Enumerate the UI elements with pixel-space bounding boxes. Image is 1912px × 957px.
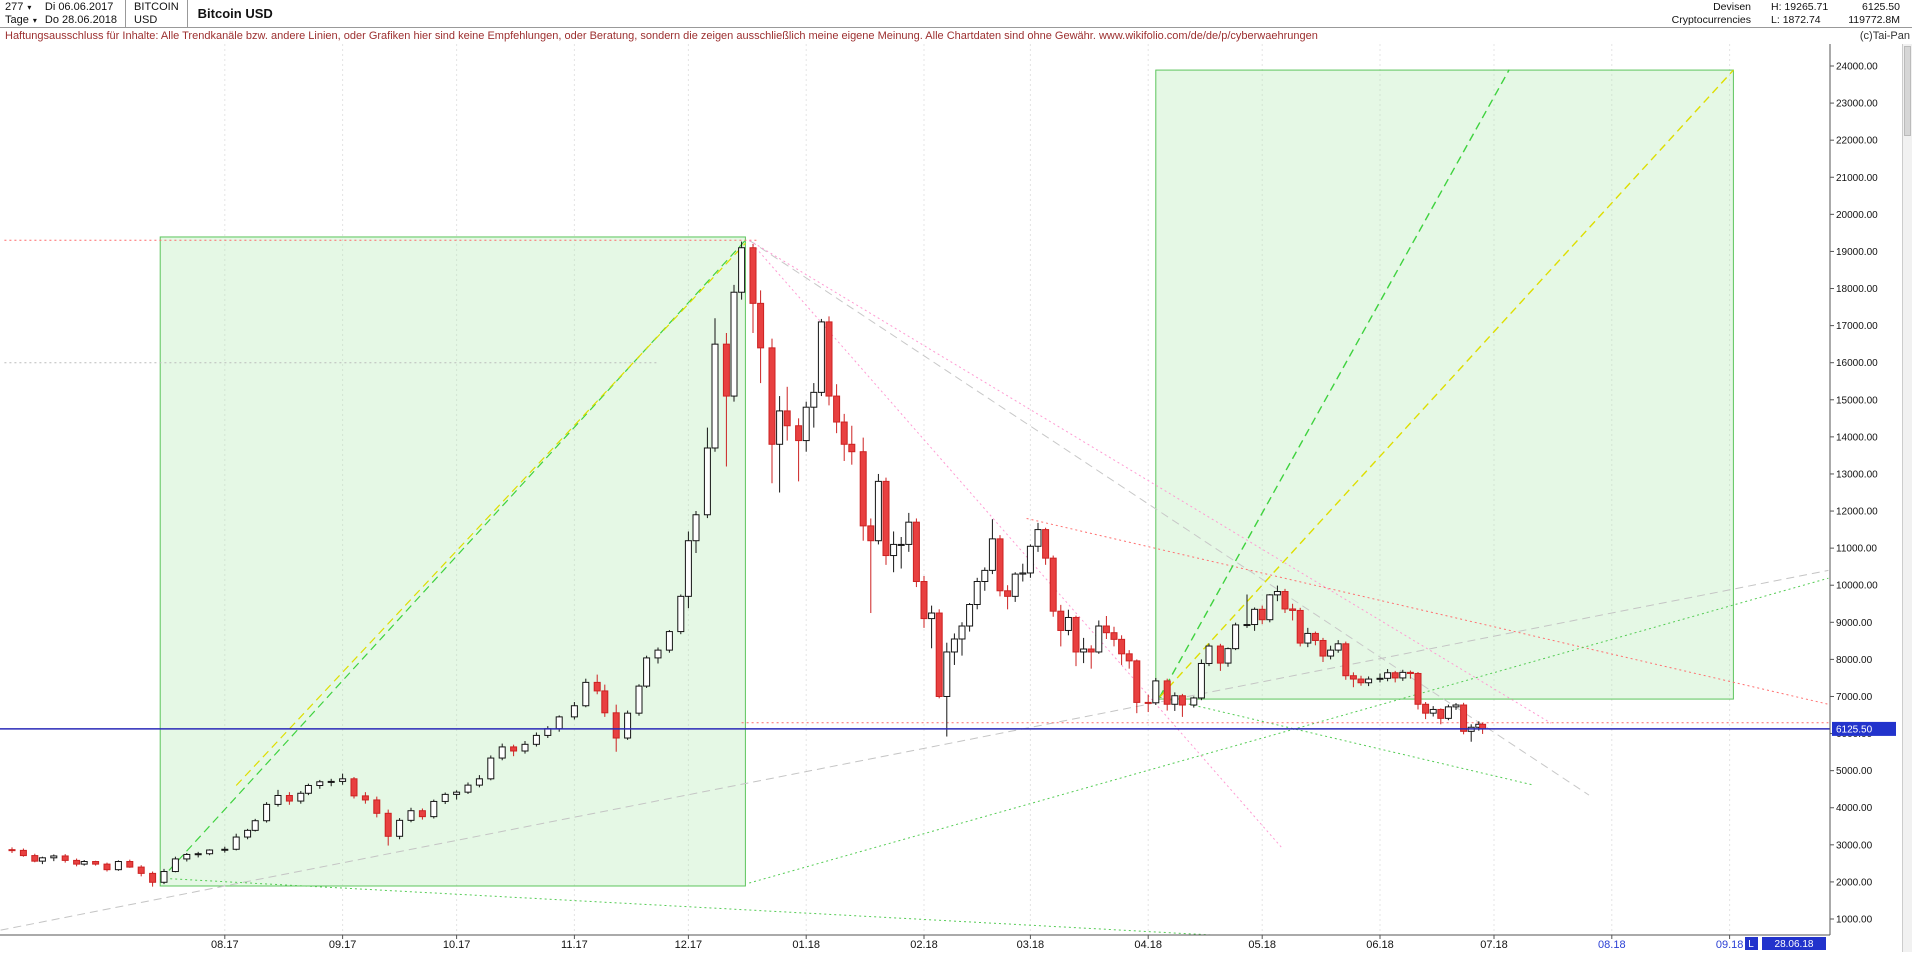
chevron-down-icon: ▾ xyxy=(27,2,32,12)
svg-text:24000.00: 24000.00 xyxy=(1836,62,1878,73)
svg-text:21000.00: 21000.00 xyxy=(1836,173,1878,184)
svg-text:22000.00: 22000.00 xyxy=(1836,136,1878,147)
svg-text:4000.00: 4000.00 xyxy=(1836,803,1873,814)
chevron-down-icon: ▾ xyxy=(32,15,37,25)
date-to-field[interactable]: Do 28.06.2018 xyxy=(44,14,118,26)
svg-text:10.17: 10.17 xyxy=(443,939,471,951)
bars-count-value: 277 xyxy=(5,1,24,13)
last-date-badge: L 28.06.18 xyxy=(1745,937,1826,950)
svg-text:11000.00: 11000.00 xyxy=(1836,544,1877,555)
period-low: L: 1872.74 xyxy=(1771,14,1821,26)
symbol-name: BITCOIN xyxy=(134,1,179,13)
svg-text:09.17: 09.17 xyxy=(329,939,357,951)
period-dropdown[interactable]: Tage ▾ xyxy=(5,14,37,27)
svg-text:23000.00: 23000.00 xyxy=(1836,99,1878,110)
scrollbar[interactable] xyxy=(1902,44,1912,952)
month-gridlines xyxy=(224,44,1731,935)
svg-text:28.06.18: 28.06.18 xyxy=(1775,939,1814,950)
projection-yellow xyxy=(1159,69,1734,698)
svg-text:11.17: 11.17 xyxy=(561,939,588,951)
copyright-label: (c)Tai-Pan xyxy=(1859,30,1910,42)
svg-text:20000.00: 20000.00 xyxy=(1836,210,1878,221)
svg-text:17000.00: 17000.00 xyxy=(1836,321,1878,332)
downtrend-gray-from-peak xyxy=(748,239,1590,796)
category-label: Devisen Cryptocurrencies xyxy=(1672,1,1751,26)
svg-text:01.18: 01.18 xyxy=(792,939,820,951)
svg-text:16000.00: 16000.00 xyxy=(1836,358,1878,369)
svg-text:9000.00: 9000.00 xyxy=(1836,618,1873,629)
period-controls: 277 ▾ Tage ▾ xyxy=(0,0,41,27)
trendlines xyxy=(0,69,1829,935)
current-price-tag: 6125.50 xyxy=(1832,721,1896,736)
svg-text:04.18: 04.18 xyxy=(1134,939,1162,951)
svg-text:1000.00: 1000.00 xyxy=(1836,915,1873,926)
symbol-currency: USD xyxy=(134,14,158,26)
chart-header: 277 ▾ Tage ▾ Di 06.06.2017 Do 28.06.2018… xyxy=(0,0,1912,28)
svg-text:08.18: 08.18 xyxy=(1598,939,1626,951)
support-green-ascending xyxy=(749,577,1829,884)
svg-text:13000.00: 13000.00 xyxy=(1836,469,1878,480)
date-from-field[interactable]: Di 06.06.2017 xyxy=(44,1,114,13)
svg-text:18000.00: 18000.00 xyxy=(1836,284,1878,295)
axes xyxy=(0,44,1831,936)
svg-text:02.18: 02.18 xyxy=(910,939,938,951)
svg-text:8000.00: 8000.00 xyxy=(1836,655,1873,666)
bars-count-dropdown[interactable]: 277 ▾ xyxy=(5,1,37,14)
trend-channels xyxy=(159,69,1734,887)
downtrend-red-march xyxy=(1026,517,1829,705)
scrollbar-thumb[interactable] xyxy=(1904,46,1911,136)
svg-text:06.18: 06.18 xyxy=(1366,939,1394,951)
svg-text:5000.00: 5000.00 xyxy=(1836,766,1873,777)
svg-text:2000.00: 2000.00 xyxy=(1836,877,1873,888)
svg-text:15000.00: 15000.00 xyxy=(1836,395,1878,406)
projection-green-steep xyxy=(1158,69,1510,698)
header-right: Devisen Cryptocurrencies H: 19265.71 L: … xyxy=(1672,0,1912,27)
category-bottom: Cryptocurrencies xyxy=(1671,14,1752,26)
candlestick-chart[interactable]: 24000.00 23000.00 22000.00 21000.00 20000.00… xyxy=(0,44,1912,952)
svg-text:03.18: 03.18 xyxy=(1017,939,1045,951)
baseline-green-descending xyxy=(160,877,1221,935)
symbol-box: BITCOIN USD xyxy=(126,0,188,27)
period-high: H: 19265.71 xyxy=(1771,1,1829,13)
svg-text:6125.50: 6125.50 xyxy=(1836,724,1873,735)
svg-text:19000.00: 19000.00 xyxy=(1836,247,1878,258)
bull-channel-2017 xyxy=(159,236,746,887)
svg-text:08.17: 08.17 xyxy=(211,939,239,951)
price-axis[interactable]: 24000.00 23000.00 22000.00 21000.00 20000.00… xyxy=(1830,62,1878,926)
svg-text:12000.00: 12000.00 xyxy=(1836,507,1878,518)
date-range: Di 06.06.2017 Do 28.06.2018 xyxy=(41,0,127,27)
chart-area: 24000.00 23000.00 22000.00 21000.00 20000.00… xyxy=(0,44,1912,952)
uptrend-yellow-2017 xyxy=(235,242,746,786)
instrument-title: Bitcoin USD xyxy=(197,6,273,21)
svg-text:3000.00: 3000.00 xyxy=(1836,840,1873,851)
high-low-label: H: 19265.71 L: 1872.74 xyxy=(1771,1,1828,26)
disclaimer-row: Haftungsausschluss für Inhalte: Alle Tre… xyxy=(0,28,1912,44)
downtrend-pink-shallow xyxy=(748,239,1552,724)
support-green-descending-june xyxy=(1159,696,1533,786)
last-price: 6125.50 xyxy=(1862,1,1900,13)
svg-text:L: L xyxy=(1748,939,1754,950)
svg-text:14000.00: 14000.00 xyxy=(1836,432,1878,443)
header-left: 277 ▾ Tage ▾ Di 06.06.2017 Do 28.06.2018… xyxy=(0,0,283,27)
svg-text:7000.00: 7000.00 xyxy=(1836,692,1873,703)
candles-layer xyxy=(8,241,1487,887)
svg-text:07.18: 07.18 xyxy=(1480,939,1508,951)
time-axis[interactable]: 08.17 09.17 10.17 11.17 12.17 01.18 02.18 03.18… xyxy=(211,935,1743,951)
svg-text:09.18: 09.18 xyxy=(1716,939,1744,951)
svg-text:10000.00: 10000.00 xyxy=(1836,581,1878,592)
secondary-value: 119772.8M xyxy=(1848,14,1900,26)
disclaimer-text: Haftungsausschluss für Inhalte: Alle Tre… xyxy=(5,30,1318,42)
period-value: Tage xyxy=(5,14,29,26)
last-price-block: 6125.50 119772.8M xyxy=(1848,1,1900,26)
svg-text:05.18: 05.18 xyxy=(1248,939,1276,951)
svg-text:12.17: 12.17 xyxy=(675,939,703,951)
longterm-gray-ascending xyxy=(0,569,1829,931)
category-top: Devisen xyxy=(1713,1,1752,13)
